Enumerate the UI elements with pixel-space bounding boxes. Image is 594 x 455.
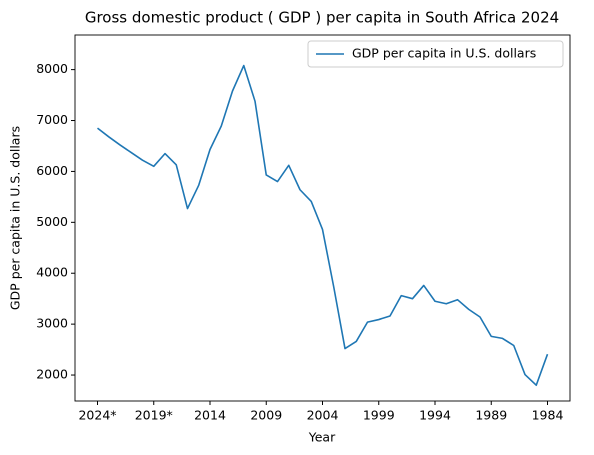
x-tick-label: 1994	[419, 408, 451, 423]
x-tick-label: 1984	[532, 408, 564, 423]
y-tick-label: 2000	[36, 367, 68, 382]
legend-box	[307, 40, 564, 68]
x-tick-label: 1999	[363, 408, 395, 423]
data-line	[97, 64, 549, 387]
plot-frame	[74, 34, 571, 402]
x-tick-label: 2024*	[78, 408, 116, 423]
y-tick-label: 6000	[36, 163, 68, 178]
y-tick-label: 3000	[36, 316, 68, 331]
x-tick-label: 1989	[475, 408, 507, 423]
legend-label: GDP per capita in U.S. dollars	[352, 46, 536, 61]
x-tick-label: 2014	[194, 408, 226, 423]
y-axis-label: GDP per capita in U.S. dollars	[8, 126, 23, 310]
y-tick-label: 4000	[36, 265, 68, 280]
chart-title: Gross domestic product ( GDP ) per capit…	[85, 9, 559, 27]
x-tick-label: 2004	[307, 408, 339, 423]
x-tick-label: 2009	[250, 408, 282, 423]
x-tick-label: 2019*	[135, 408, 173, 423]
y-tick-label: 8000	[36, 61, 68, 76]
y-tick-label: 5000	[36, 214, 68, 229]
y-tick-label: 7000	[36, 112, 68, 127]
x-axis-label: Year	[308, 430, 336, 445]
